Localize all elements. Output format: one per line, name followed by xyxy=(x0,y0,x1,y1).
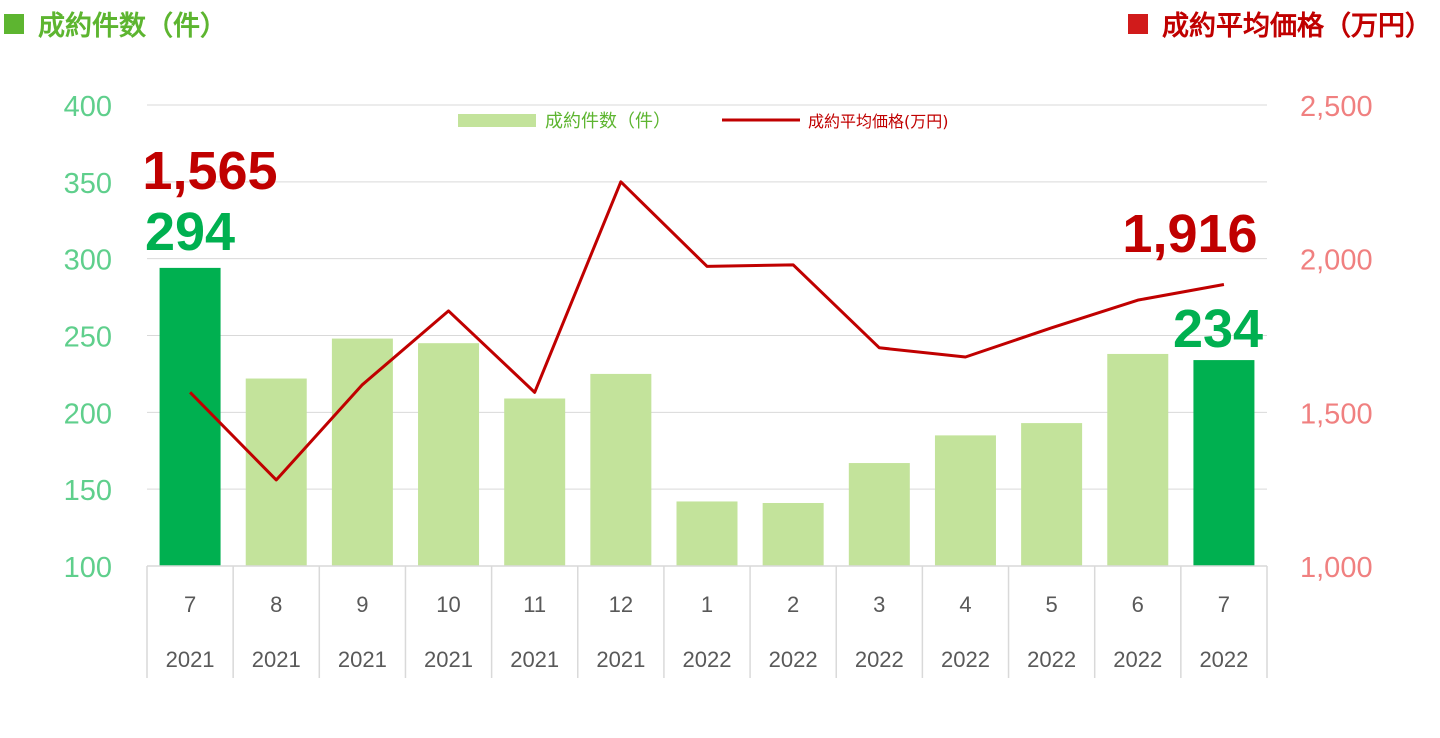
line-series xyxy=(189,180,1225,482)
year-label: 2022 xyxy=(769,647,818,672)
month-label: 12 xyxy=(609,592,633,617)
bar-value-annotation: 234 xyxy=(1173,299,1263,359)
month-label: 1 xyxy=(701,592,713,617)
year-label: 2021 xyxy=(596,647,645,672)
right-axis-tick: 1,000 xyxy=(1300,552,1373,584)
month-label: 7 xyxy=(184,592,196,617)
bar xyxy=(331,338,393,566)
month-label: 8 xyxy=(270,592,282,617)
month-label: 6 xyxy=(1132,592,1144,617)
category-axis: 7 2021 8 2021 9 2021 10 2021 11 2021 12 2021 1 2022 2 2… xyxy=(146,565,1268,678)
year-label: 2022 xyxy=(683,647,732,672)
price-line xyxy=(189,180,1225,482)
year-label: 2021 xyxy=(252,647,301,672)
month-label: 7 xyxy=(1218,592,1230,617)
month-label: 2 xyxy=(787,592,799,617)
left-axis-tick: 250 xyxy=(64,322,112,354)
bar xyxy=(159,267,221,566)
green-square-icon xyxy=(4,13,24,34)
left-axis-tick: 100 xyxy=(64,552,112,584)
left-axis-tick: 350 xyxy=(64,168,112,200)
bar xyxy=(1193,360,1255,566)
bar xyxy=(590,373,652,566)
legend-bar-label: 成約件数（件） xyxy=(545,111,671,132)
right-axis-tick: 1,500 xyxy=(1300,398,1373,430)
left-axis-tick: 400 xyxy=(64,91,112,123)
right-y-axis: 1,000 1,500 2,000 2,500 xyxy=(1300,91,1373,584)
gridlines xyxy=(147,104,1267,490)
bar xyxy=(504,398,566,566)
price-value-annotation: 1,916 xyxy=(1122,204,1257,264)
left-axis-tick: 200 xyxy=(64,398,112,430)
bar xyxy=(1107,353,1169,566)
year-label: 2022 xyxy=(1027,647,1076,672)
legend-line-label: 成約平均価格(万円) xyxy=(808,112,949,131)
left-axis-tick: 300 xyxy=(64,245,112,277)
bar xyxy=(934,435,996,566)
legend: 成約件数（件） 成約平均価格(万円) xyxy=(458,111,949,132)
year-label: 2021 xyxy=(166,647,215,672)
bar-value-annotation: 294 xyxy=(145,202,235,262)
bar xyxy=(762,502,824,566)
month-label: 9 xyxy=(356,592,368,617)
red-square-icon xyxy=(1128,13,1148,34)
left-axis-header-text: 成約件数（件） xyxy=(38,11,227,42)
right-axis-tick: 2,000 xyxy=(1300,245,1373,277)
year-label: 2022 xyxy=(1113,647,1162,672)
legend-bar-swatch xyxy=(458,114,536,127)
year-label: 2022 xyxy=(1199,647,1248,672)
right-axis-header: 成約平均価格（万円） xyxy=(1128,4,1432,43)
left-axis-header: 成約件数（件） xyxy=(4,4,227,43)
bar xyxy=(848,463,910,566)
right-axis-tick: 2,500 xyxy=(1300,91,1373,123)
month-label: 3 xyxy=(873,592,885,617)
year-label: 2021 xyxy=(338,647,387,672)
year-label: 2022 xyxy=(941,647,990,672)
bar xyxy=(418,343,480,566)
right-axis-header-text: 成約平均価格（万円） xyxy=(1162,11,1432,42)
month-label: 10 xyxy=(436,592,460,617)
year-label: 2022 xyxy=(855,647,904,672)
month-label: 4 xyxy=(959,592,971,617)
year-label: 2021 xyxy=(424,647,473,672)
year-label: 2021 xyxy=(510,647,559,672)
left-axis-tick: 150 xyxy=(64,475,112,507)
bar xyxy=(1021,423,1083,566)
month-label: 11 xyxy=(523,592,546,617)
bar xyxy=(676,501,738,566)
bar xyxy=(245,378,307,566)
bar-series xyxy=(159,267,1255,566)
month-label: 5 xyxy=(1045,592,1057,617)
left-y-axis: 100 150 200 250 300 350 400 xyxy=(64,91,112,584)
price-value-annotation: 1,565 xyxy=(142,141,277,201)
